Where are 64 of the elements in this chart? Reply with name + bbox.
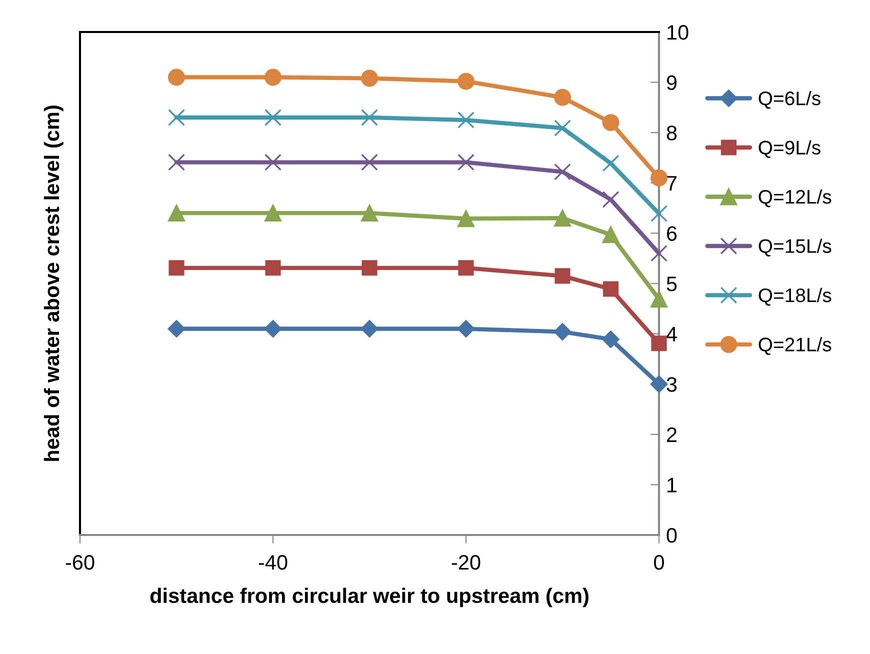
point (602, 330, 620, 348)
point (265, 260, 281, 276)
point (650, 169, 668, 186)
y-tick-label: 10 (668, 25, 688, 40)
legend-label: Q=12L/s (758, 189, 832, 208)
point (458, 112, 474, 128)
point (602, 191, 620, 208)
point (458, 72, 474, 90)
x-tick-label: -20 (452, 554, 480, 570)
point (362, 260, 378, 276)
legend-label: Q=6L/s (758, 90, 820, 109)
point (168, 260, 184, 276)
y-axis-title: head of water above crest level (cm) (44, 106, 64, 461)
point (168, 68, 185, 86)
point (602, 226, 620, 244)
y-tick-label: 3 (666, 377, 677, 392)
y-tick-label: 6 (667, 226, 677, 241)
y-tick-label: 7 (667, 176, 676, 190)
y-tick-label: 0 (666, 528, 677, 543)
point (650, 375, 668, 393)
x-tick-label: -60 (66, 554, 94, 570)
y-tick-label: 5 (666, 276, 677, 292)
point (554, 268, 570, 284)
point (650, 205, 668, 222)
point (457, 320, 475, 338)
legend-label: Q=21L/s (758, 337, 832, 355)
point (168, 154, 185, 171)
y-tick-label: 1 (668, 478, 677, 492)
legend-label: Q=18L/s (758, 288, 832, 306)
point (361, 109, 378, 126)
x-tick-label: -40 (258, 554, 288, 570)
point (554, 88, 571, 106)
point (168, 204, 185, 222)
y-tick-label: 4 (666, 327, 677, 342)
point (458, 210, 474, 228)
point (264, 68, 282, 86)
x-axis-title: distance from circular weir to upstream (cm) (150, 588, 588, 608)
y-tick-label: 9 (666, 75, 677, 90)
point (602, 281, 619, 297)
point (361, 204, 378, 222)
point (554, 323, 572, 340)
point (650, 290, 668, 308)
point (168, 109, 185, 126)
point (168, 320, 186, 338)
point (264, 204, 282, 222)
legend-label: Q=9L/s (758, 140, 820, 158)
x-tick-label: 0 (654, 554, 664, 570)
point (650, 244, 668, 262)
point (264, 320, 282, 338)
point (264, 109, 282, 126)
point (360, 320, 378, 338)
legend-label: Q=15L/s (758, 238, 832, 256)
point (361, 154, 378, 171)
point (458, 154, 474, 171)
point (361, 70, 378, 87)
point (554, 210, 571, 227)
point (651, 336, 667, 352)
y-tick-label: 8 (666, 126, 677, 140)
point (602, 114, 620, 132)
y-tick-label: 2 (666, 427, 676, 442)
point (264, 154, 282, 171)
point (554, 163, 571, 180)
point (458, 260, 474, 276)
point (554, 120, 571, 137)
